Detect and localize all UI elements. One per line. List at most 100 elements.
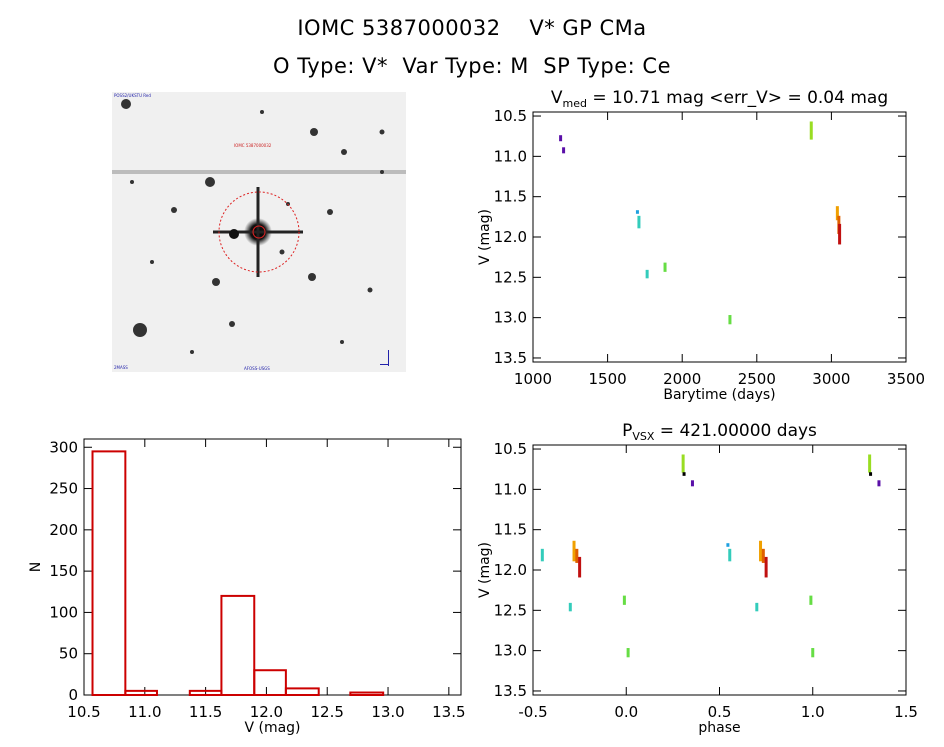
data-point	[622, 595, 626, 605]
data-point	[809, 595, 813, 605]
data-point	[726, 543, 730, 547]
x-tick-label: 1.5	[894, 703, 918, 721]
object-types-subtitle: O Type: V* Var Type: M SP Type: Ce	[272, 54, 671, 78]
data-point	[559, 135, 563, 142]
x-tick-label: 3500	[887, 370, 925, 388]
data-point	[663, 262, 667, 272]
plot-frame	[532, 111, 907, 363]
x-tick-label: 10.5	[67, 703, 100, 721]
x-axis-label: Barytime (days)	[663, 387, 775, 403]
x-tick-label: 13.5	[432, 703, 465, 721]
y-tick-label: 100	[49, 603, 78, 621]
data-point	[728, 548, 732, 562]
background-stars	[121, 99, 385, 354]
data-point	[835, 206, 839, 221]
y-tick-label: 12.0	[494, 228, 527, 246]
sky-image-stamp: POSS2/UKSTU Red IOMC 5387000032 2MASS AF…	[112, 92, 406, 372]
data-point	[540, 548, 544, 562]
y-tick-label: 13.5	[494, 682, 527, 700]
y-tick-label: 11.5	[494, 521, 527, 539]
data-point	[869, 472, 873, 476]
sky-image-svg: POSS2/UKSTU Red IOMC 5387000032 2MASS AF…	[112, 92, 406, 372]
compass-north	[388, 350, 389, 366]
x-tick-label: 1.0	[801, 703, 825, 721]
data-point	[811, 648, 815, 658]
x-axis-label: phase	[698, 720, 740, 736]
data-point	[681, 454, 685, 473]
y-tick-label: 12.5	[494, 601, 527, 619]
y-tick-label: 10.5	[494, 440, 527, 458]
y-tick-label: 10.5	[494, 107, 527, 125]
y-tick-label: 11.5	[494, 188, 527, 206]
y-tick-label: 200	[49, 521, 78, 539]
data-point	[682, 472, 686, 476]
chart-title-rest: = 10.71 mag <err_V> = 0.04 mag	[587, 88, 888, 108]
data-point	[728, 315, 732, 325]
chart-title-main: V	[551, 88, 563, 108]
y-tick-label: 50	[59, 645, 78, 663]
y-tick-label: 0	[68, 686, 78, 704]
histogram-bar	[349, 691, 385, 697]
data-point	[877, 480, 881, 487]
x-tick-label: 1000	[514, 370, 552, 388]
chart-title-rest: = 421.00000 days	[654, 421, 817, 441]
chart-title-subscript: med	[563, 97, 587, 110]
data-point	[626, 648, 630, 658]
y-axis-label: V (mag)	[477, 542, 493, 598]
data-point	[759, 540, 763, 562]
chart-title: Vmed = 10.71 mag <err_V> = 0.04 mag	[551, 88, 888, 110]
histogram-bar	[253, 669, 287, 697]
x-tick-label: 11.5	[189, 703, 222, 721]
y-tick-label: 13.0	[494, 642, 527, 660]
data-point	[809, 121, 813, 140]
target-marker	[252, 225, 266, 239]
y-tick-label: 250	[49, 480, 78, 498]
y-tick-label: 12.5	[494, 268, 527, 286]
x-tick-label: 12.0	[250, 703, 283, 721]
x-tick-label: 2000	[663, 370, 701, 388]
data-point	[575, 548, 579, 563]
data-point	[637, 215, 641, 229]
light-curve-chart: 1000 1500 2000 2500 3000 3500 10.5 11.0 11.5 12.0…	[477, 88, 925, 403]
x-tick-label: 1500	[589, 370, 627, 388]
data-point	[562, 147, 566, 154]
x-tick-label: 2500	[738, 370, 776, 388]
y-axis-label: V (mag)	[477, 209, 493, 265]
x-tick-label: 13.0	[371, 703, 404, 721]
chart-title-main: P	[622, 421, 632, 441]
stamp-label: AFOSS-USGS	[244, 366, 270, 371]
stamp-label: IOMC 5387000032	[234, 143, 272, 148]
x-axis-label: V (mag)	[244, 720, 300, 736]
chart-title: PVSX = 421.00000 days	[622, 421, 817, 443]
target-circle	[218, 191, 300, 273]
y-tick-label: 12.0	[494, 561, 527, 579]
data-point	[838, 223, 842, 245]
data-point	[645, 269, 649, 279]
plot-title: IOMC 5387000032 V* GP CMa	[297, 16, 647, 40]
phased-light-curve-chart: -0.5 0.0 0.5 1.0 1.5 10.5 11.0 11.5 12.0 12.5 13.0…	[477, 421, 918, 736]
x-tick-label: 3000	[812, 370, 850, 388]
data-point	[572, 540, 576, 562]
histogram-bar	[284, 687, 320, 697]
y-tick-label: 13.0	[494, 309, 527, 327]
plot-frame	[532, 444, 907, 696]
y-tick-label: 150	[49, 562, 78, 580]
target-star	[213, 187, 303, 277]
x-tick-label: 0.5	[708, 703, 732, 721]
x-tick-label: -0.5	[518, 703, 547, 721]
y-tick-label: 300	[49, 438, 78, 456]
y-tick-label: 11.0	[494, 147, 527, 165]
histogram-bar	[124, 689, 158, 697]
data-point	[764, 556, 768, 578]
chart-title-subscript: VSX	[632, 430, 655, 443]
stamp-label: 2MASS	[114, 365, 128, 370]
y-tick-label: 13.5	[494, 349, 527, 367]
x-tick-label: 11.0	[128, 703, 161, 721]
x-tick-label: 12.5	[311, 703, 344, 721]
plot-frame	[83, 438, 462, 696]
histogram-bar	[220, 594, 256, 696]
histogram-bar	[91, 450, 127, 696]
magnitude-histogram-chart: 10.5 11.0 11.5 12.0 12.5 13.0 13.5 0 50 100 150 200…	[28, 438, 466, 736]
data-point	[568, 602, 572, 612]
